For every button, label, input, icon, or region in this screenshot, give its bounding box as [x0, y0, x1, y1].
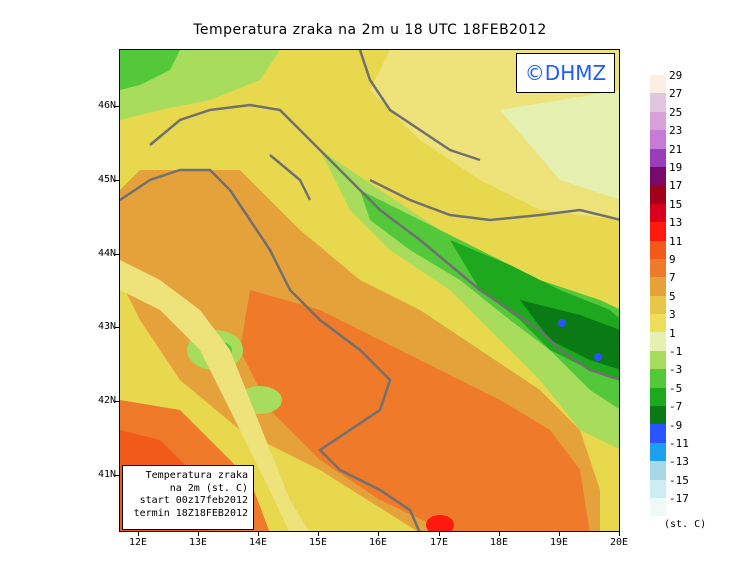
colorbar-segment [650, 75, 666, 94]
colorbar-label: -13 [669, 455, 689, 469]
lat-label: 41N [97, 469, 116, 480]
colorbar-label: 5 [669, 289, 676, 303]
lat-tick [115, 475, 119, 476]
colorbar-segment [650, 185, 666, 204]
lon-tick [198, 532, 199, 536]
colorbar-label: 25 [669, 105, 683, 119]
lat-label: 44N [97, 248, 116, 259]
colorbar-segment [650, 222, 666, 241]
colorbar-segment [650, 277, 666, 296]
lon-label: 14E [248, 537, 268, 548]
lon-label: 17E [429, 537, 449, 548]
colorbar-segment [650, 148, 666, 167]
colorbar-label: 29 [669, 69, 683, 82]
colorbar-label: 27 [669, 87, 683, 101]
lon-label: 18E [489, 537, 509, 548]
colorbar-label: 15 [669, 197, 683, 211]
colorbar-label: -9 [669, 418, 683, 432]
lat-tick [115, 401, 119, 402]
colorbar-segment [650, 203, 666, 223]
lat-label: 45N [97, 174, 116, 185]
colorbar-label: 1 [669, 326, 676, 340]
colorbar-segment [650, 442, 666, 462]
colorbar-label: 7 [669, 271, 676, 285]
colorbar-label: 9 [669, 253, 676, 266]
colorbar-segment [650, 295, 666, 315]
map-title: Temperatura zraka na 2m u 18 UTC 18FEB20… [193, 22, 547, 38]
lon-label: 16E [368, 537, 388, 548]
info-line-4: termin 18Z18FEB2012 [133, 507, 248, 519]
colorbar-label: 21 [669, 142, 683, 156]
lon-tick [318, 532, 319, 536]
lat-label: 43N [97, 321, 116, 332]
lon-label: 19E [549, 537, 569, 548]
colorbar-segment [650, 369, 666, 388]
colorbar-segment [650, 406, 666, 425]
colorbar-label: -11 [669, 437, 689, 450]
colorbar-label: 13 [669, 216, 683, 230]
lon-tick [378, 532, 379, 536]
dhmz-logo: ©DHMZ [516, 53, 615, 93]
colorbar-label: -17 [669, 492, 689, 506]
colorbar-segment [650, 387, 666, 407]
lat-label: 46N [97, 100, 116, 111]
colorbar-segment [650, 240, 666, 259]
colorbar-segment [650, 424, 666, 443]
lon-tick [499, 532, 500, 536]
temperature-field [120, 50, 619, 531]
lat-tick [115, 106, 119, 107]
colorbar-segment [650, 332, 666, 351]
colorbar-segment [650, 497, 666, 517]
colorbar-segment [650, 461, 666, 480]
lat-label: 42N [97, 395, 116, 406]
colorbar-label: 19 [669, 161, 683, 174]
colorbar-unit: (st. C) [664, 519, 707, 530]
lon-tick [559, 532, 560, 536]
map-info-box: Temperatura zraka na 2m (st. C) start 00… [122, 465, 254, 530]
colorbar-label: -1 [669, 345, 683, 358]
lon-label: 20E [609, 537, 629, 548]
lon-tick [619, 532, 620, 536]
lon-tick [439, 532, 440, 536]
colorbar-segment [650, 130, 666, 149]
colorbar-label: -7 [669, 400, 683, 414]
lat-tick [115, 327, 119, 328]
colorbar-label: 3 [669, 308, 676, 322]
colorbar-label: -3 [669, 363, 683, 377]
lat-tick [115, 180, 119, 181]
lat-tick [115, 254, 119, 255]
colorbar-segment [650, 314, 666, 333]
colorbar-segment [650, 258, 666, 278]
lon-label: 13E [188, 537, 208, 548]
colorbar-label: 23 [669, 124, 683, 138]
lon-tick [258, 532, 259, 536]
lon-tick [138, 532, 139, 536]
lon-label: 15E [308, 537, 328, 548]
colorbar-segment [650, 166, 666, 186]
colorbar-segment [650, 93, 666, 112]
lon-label: 12E [128, 537, 148, 548]
colorbar-segment [650, 350, 666, 370]
colorbar-segment [650, 111, 666, 131]
info-line-3: start 00z17feb2012 [139, 495, 248, 506]
colorbar-segment [650, 479, 666, 498]
info-line-2: na 2m (st. C) [169, 482, 248, 494]
colorbar-label: -15 [669, 473, 689, 487]
info-line-1: Temperatura zraka [145, 470, 248, 481]
colorbar-label: 11 [669, 234, 683, 248]
colorbar-label: -5 [669, 381, 683, 395]
colorbar-label: 17 [669, 179, 683, 193]
temperature-map [119, 49, 620, 532]
colorbar [650, 75, 666, 517]
